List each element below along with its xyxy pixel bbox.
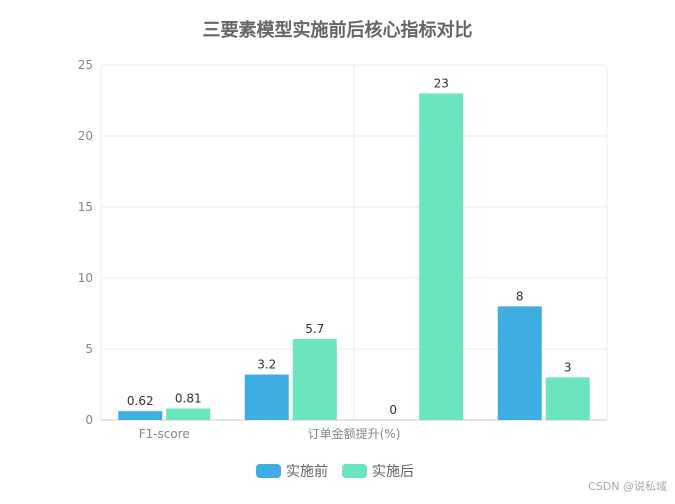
bar-after [292, 339, 337, 420]
y-tick-label: 25 [78, 58, 93, 72]
y-axis-ticks: 0 5 10 15 20 25 [78, 58, 93, 427]
watermark: CSDN @说私域 [588, 479, 667, 493]
legend-label: 实施前 [286, 463, 328, 480]
y-tick-label: 5 [85, 342, 93, 356]
data-label: 8 [516, 289, 524, 303]
data-label: 0.81 [175, 391, 202, 405]
bars [118, 93, 590, 421]
bar-before [244, 374, 289, 420]
data-label: 0.62 [127, 394, 154, 408]
x-category-label: 订单金额提升(%) [308, 426, 401, 441]
x-category-label: F1-score [139, 427, 190, 441]
data-label: 3.2 [257, 358, 276, 372]
y-tick-label: 15 [78, 200, 93, 214]
data-labels: 0.62 0.81 3.2 5.7 0 23 8 3 [127, 76, 572, 417]
legend-swatch [256, 464, 281, 478]
bar-before [118, 411, 163, 420]
bar-after [419, 93, 464, 421]
x-axis-labels: F1-score 订单金额提升(%) [139, 426, 401, 441]
data-label: 23 [434, 76, 449, 90]
bar-after [545, 377, 590, 420]
y-tick-label: 10 [78, 271, 93, 285]
legend-swatch [342, 464, 367, 478]
legend: 实施前 实施后 [256, 463, 414, 480]
chart-title: 三要素模型实施前后核心指标对比 [203, 19, 473, 41]
data-label: 3 [564, 360, 572, 374]
legend-label: 实施后 [372, 464, 414, 480]
data-label: 5.7 [305, 322, 324, 336]
data-label: 0 [389, 403, 397, 417]
bar-before [497, 306, 542, 420]
y-tick-label: 20 [78, 129, 93, 143]
y-tick-label: 0 [85, 413, 93, 427]
bar-after [166, 408, 211, 420]
